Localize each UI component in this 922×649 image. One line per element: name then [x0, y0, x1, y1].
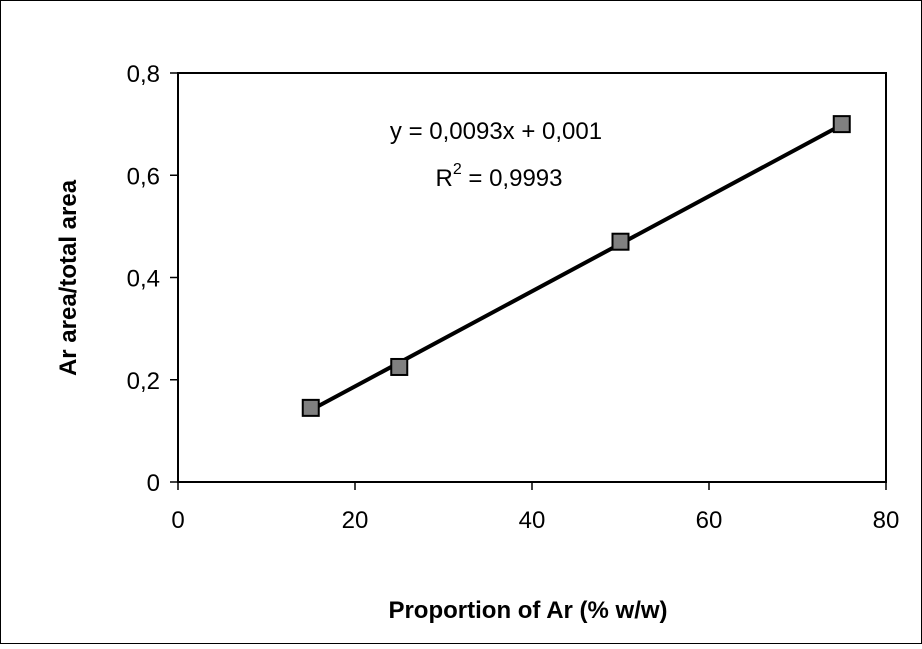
x-tick-label: 40 — [519, 507, 546, 534]
x-axis: 0 20 40 60 80 — [171, 482, 899, 534]
plot-area — [177, 72, 887, 483]
x-axis-title: Proportion of Ar (% w/w) — [388, 597, 667, 624]
y-tick-label: 0,6 — [127, 163, 160, 190]
data-point-marker — [390, 357, 409, 376]
y-tick-label: 0,2 — [127, 368, 160, 395]
y-tick-label: 0 — [147, 470, 160, 497]
x-tick-label: 80 — [873, 507, 900, 534]
trendline-equation: y = 0,0093x + 0,001 — [390, 118, 602, 145]
x-tick-label: 20 — [342, 507, 369, 534]
r-squared-label: R2 = 0,9993 — [435, 161, 562, 192]
y-axis: 0 0,2 0,4 0,6 0,8 — [127, 61, 178, 497]
y-tick-label: 0,4 — [127, 266, 160, 293]
data-point-marker — [832, 115, 851, 134]
y-tick-label: 0,8 — [127, 61, 160, 88]
data-point-marker — [301, 398, 320, 417]
data-points — [301, 115, 851, 417]
x-tick-label: 0 — [171, 507, 184, 534]
y-axis-title: Ar area/total area — [55, 179, 82, 376]
r-squared-value: = 0,9993 — [462, 165, 563, 192]
r-squared-superscript: 2 — [453, 161, 462, 178]
r-squared-prefix: R — [435, 165, 452, 192]
x-tick-label: 60 — [696, 507, 723, 534]
data-point-marker — [611, 232, 630, 251]
